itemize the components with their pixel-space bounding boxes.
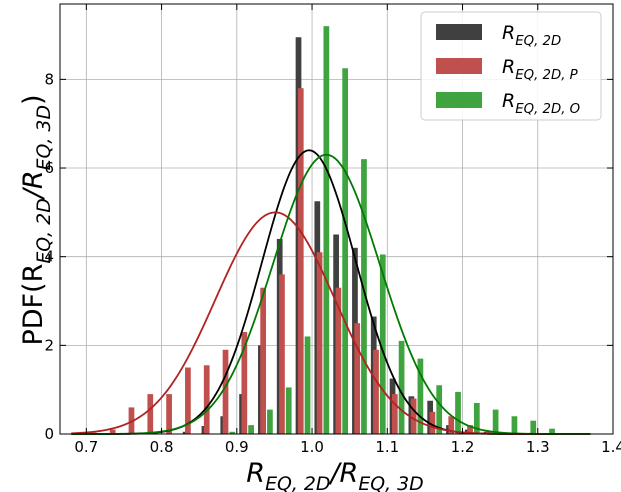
legend-label: REQ, 2D xyxy=(502,22,561,49)
legend-swatch xyxy=(436,24,482,40)
bar-series-3 xyxy=(473,402,480,434)
bar-series-3 xyxy=(455,391,461,434)
bar-series-2 xyxy=(448,416,455,434)
fit-curve-series-3 xyxy=(71,153,591,435)
bar-series-3 xyxy=(511,416,518,434)
legend-label: REQ, 2D, P xyxy=(502,56,578,83)
bar-series-2 xyxy=(260,287,267,434)
x-tick-label: 0.7 xyxy=(74,438,98,456)
bar-series-3 xyxy=(267,409,273,434)
bar-series-2 xyxy=(109,429,116,434)
bar-series-2 xyxy=(297,88,304,434)
bar-series-3 xyxy=(229,431,236,434)
x-tick-label: 1.1 xyxy=(375,438,399,456)
bar-series-3 xyxy=(361,159,367,434)
bars xyxy=(90,26,555,434)
bar-series-3 xyxy=(530,420,537,434)
legend-swatch xyxy=(436,58,482,74)
bar-series-2 xyxy=(410,398,417,434)
y-tick-label: 4 xyxy=(44,248,54,266)
x-tick-label: 1.3 xyxy=(526,438,550,456)
bar-series-3 xyxy=(549,428,555,434)
y-tick-label: 6 xyxy=(44,159,54,177)
plot-frame xyxy=(59,3,614,435)
bar-series-3 xyxy=(285,387,292,434)
bar-series-2 xyxy=(241,332,248,434)
x-tick-label: 1.0 xyxy=(300,438,324,456)
ticks: 0.7 0.8 0.9 1.0 1.1 1.2 1.3 1.4 0 2 4 6 8 xyxy=(44,4,621,456)
bar-series-2 xyxy=(354,323,361,434)
y-axis-label: PDF(REQ, 2D/REQ, 3D) xyxy=(18,94,55,345)
bar-series-3 xyxy=(379,254,386,434)
bar-series-2 xyxy=(429,411,436,434)
bar-series-2 xyxy=(391,394,398,434)
bar-series-3 xyxy=(398,340,405,434)
bar-series-2 xyxy=(335,287,342,434)
x-tick-label: 1.2 xyxy=(451,438,475,456)
bar-series-2 xyxy=(222,349,229,434)
legend: REQ, 2D REQ, 2D, P REQ, 2D, O xyxy=(420,11,602,121)
bar-series-3 xyxy=(248,425,254,434)
x-tick-label: 1.4 xyxy=(601,438,621,456)
legend-label: REQ, 2D, O xyxy=(502,90,580,117)
bar-series-3 xyxy=(304,336,311,434)
bar-series-2 xyxy=(373,349,379,434)
y-tick-label: 2 xyxy=(44,336,54,354)
bar-series-2 xyxy=(185,367,191,434)
x-axis-label: REQ, 2D/REQ, 3D xyxy=(246,458,423,492)
legend-swatch xyxy=(436,92,482,108)
bar-series-2 xyxy=(147,394,154,434)
bar-series-3 xyxy=(417,358,424,434)
bar-series-2 xyxy=(166,394,172,434)
bar-series-2 xyxy=(203,365,210,434)
y-tick-label: 8 xyxy=(44,70,54,88)
fit-curves xyxy=(71,149,591,435)
bar-series-3 xyxy=(492,409,499,434)
bar-series-3 xyxy=(323,26,330,434)
bar-series-2 xyxy=(467,425,473,434)
bar-series-3 xyxy=(436,385,443,434)
bar-series-2 xyxy=(316,252,323,434)
x-tick-label: 0.8 xyxy=(150,438,174,456)
x-tick-label: 0.9 xyxy=(225,438,249,456)
bar-series-3 xyxy=(342,68,349,434)
y-tick-label: 0 xyxy=(44,425,54,443)
bar-series-2 xyxy=(279,274,285,434)
